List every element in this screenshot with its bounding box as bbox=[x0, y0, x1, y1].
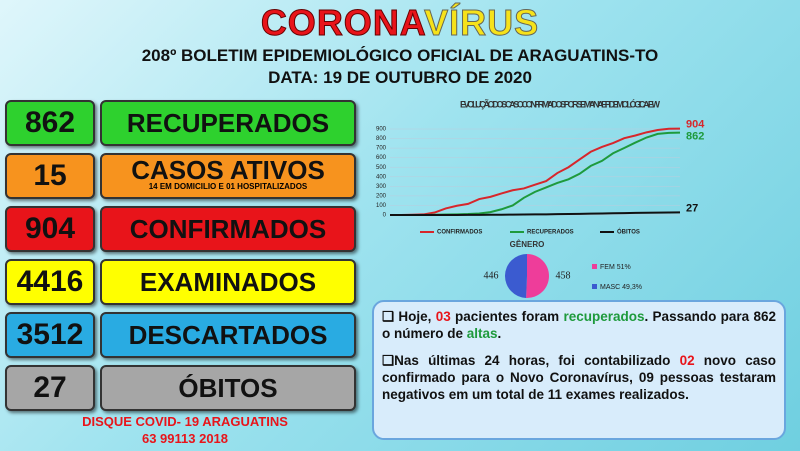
y-tick-label: 200 bbox=[376, 193, 387, 199]
stat-label: RECUPERADOS bbox=[100, 100, 356, 146]
legend-swatch bbox=[592, 284, 597, 289]
y-tick-label: 700 bbox=[376, 146, 387, 152]
end-label: 904 bbox=[686, 119, 705, 131]
stat-label: DESCARTADOS bbox=[100, 312, 356, 358]
end-label: 862 bbox=[686, 131, 704, 143]
series-line bbox=[390, 131, 681, 216]
legend-label: CONFIRMADOS bbox=[437, 230, 482, 236]
y-tick-label: 300 bbox=[376, 184, 387, 190]
pie-slice bbox=[504, 254, 527, 298]
y-tick-label: 400 bbox=[376, 174, 387, 180]
legend-label: ÓBITOS bbox=[617, 228, 640, 236]
title-a: CORONA bbox=[260, 2, 425, 44]
info-text: Hoje, bbox=[398, 309, 436, 324]
title-b: VÍRUS bbox=[424, 2, 540, 44]
info-p1: ❑ Hoje, 03 pacientes foram recuperados. … bbox=[382, 309, 776, 341]
info-text: o número de bbox=[382, 326, 467, 341]
pie-value: 458 bbox=[556, 270, 571, 281]
stat-number: 15 bbox=[5, 153, 95, 199]
pie-value: 446 bbox=[484, 270, 499, 281]
stat-number: 27 bbox=[5, 365, 95, 411]
stat-label: CASOS ATIVOS bbox=[100, 153, 356, 199]
info-text: 862 bbox=[753, 309, 776, 324]
date: DATA: 19 DE OUTUBRO DE 2020 bbox=[268, 68, 532, 87]
y-tick-label: 600 bbox=[376, 155, 387, 161]
legend-label: RECUPERADOS bbox=[527, 230, 574, 236]
info-text: novo caso confirmado para o Novo Coronav… bbox=[382, 353, 776, 402]
info-p2: ❑Nas últimas 24 horas, foi contabilizado… bbox=[382, 353, 776, 402]
y-tick-label: 500 bbox=[376, 165, 387, 171]
info-text: . Passando para bbox=[644, 309, 754, 324]
legend-swatch bbox=[592, 264, 597, 269]
info-text: Nas últimas 24 horas, foi contabilizado bbox=[394, 353, 680, 368]
info-box: ❑ Hoje, 03 pacientes foram recuperados. … bbox=[372, 300, 786, 440]
footer-2: 63 99113 2018 bbox=[141, 431, 229, 446]
y-tick-label: 0 bbox=[383, 213, 387, 219]
stat-number: 3512 bbox=[5, 312, 95, 358]
legend-label: FEM 51% bbox=[600, 264, 631, 271]
stat-number: 862 bbox=[5, 100, 95, 146]
y-tick-label: 900 bbox=[376, 127, 387, 133]
info-text: altas bbox=[466, 326, 498, 341]
stat-label: ÓBITOS bbox=[100, 365, 356, 411]
info-text: . bbox=[497, 326, 502, 341]
stat-label: EXAMINADOS bbox=[100, 259, 356, 305]
end-label: 27 bbox=[686, 202, 698, 214]
stat-label: CONFIRMADOS bbox=[100, 206, 356, 252]
stat-note: 14 EM DOMICILIO E 01 HOSPITALIZADOS bbox=[148, 182, 308, 191]
pie-title: GÊNERO bbox=[510, 240, 545, 249]
info-text: recuperados bbox=[563, 309, 645, 324]
title: CORONAVÍRUS bbox=[0, 2, 800, 44]
legend-label: MASC 49,3% bbox=[600, 284, 642, 291]
info-text: 03 bbox=[435, 309, 451, 324]
chart-title: EVOLUÇÃO DOS CASOCONFIRMADOS POR SEMANA … bbox=[460, 98, 661, 109]
footer-1: DISQUE COVID- 19 ARAGUATINS bbox=[82, 414, 288, 429]
pie-slice bbox=[526, 254, 549, 298]
y-tick-label: 800 bbox=[376, 136, 387, 142]
series-line bbox=[390, 211, 681, 216]
series-line bbox=[390, 127, 681, 216]
y-tick-label: 100 bbox=[376, 203, 387, 209]
stat-number: 4416 bbox=[5, 259, 95, 305]
subtitle: 208º BOLETIM EPIDEMIOLÓGICO OFICIAL DE A… bbox=[141, 46, 659, 65]
info-text: pacientes foram bbox=[450, 309, 564, 324]
info-text: 02 bbox=[679, 353, 695, 368]
stat-number: 904 bbox=[5, 206, 95, 252]
charts: EVOLUÇÃO DOS CASOCONFIRMADOS POR SEMANA … bbox=[376, 98, 705, 298]
